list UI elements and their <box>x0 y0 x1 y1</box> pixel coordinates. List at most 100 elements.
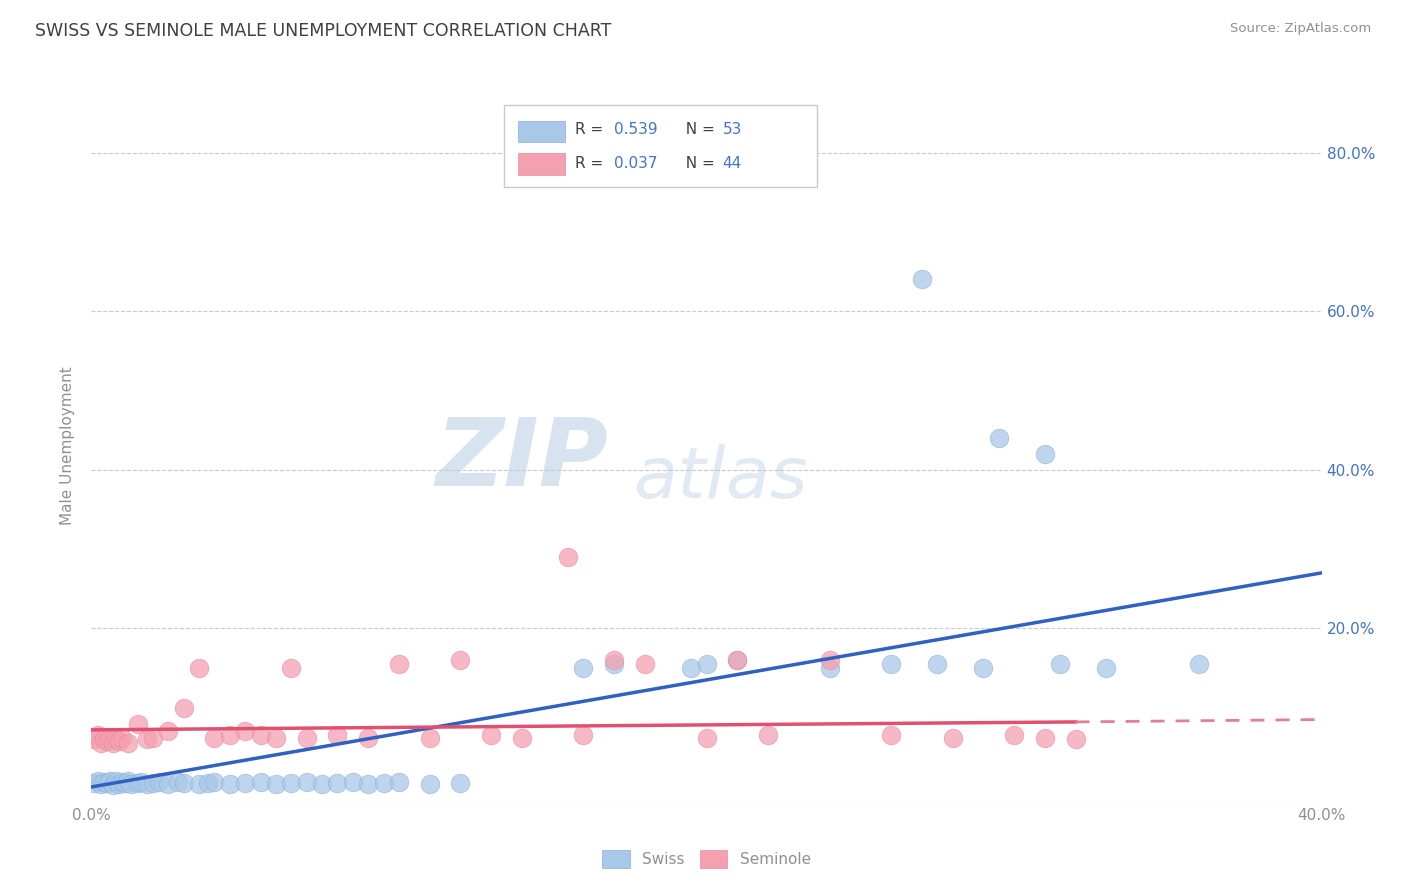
Point <box>98 774 121 789</box>
Point <box>86 773 108 788</box>
Point <box>295 775 318 789</box>
Point <box>725 653 748 667</box>
Point <box>572 728 595 742</box>
Point <box>1002 728 1025 742</box>
Text: N =: N = <box>676 121 720 136</box>
Point <box>419 777 441 791</box>
Point <box>173 700 195 714</box>
Point <box>188 661 211 675</box>
Point <box>942 731 965 745</box>
Point <box>756 728 779 742</box>
Point <box>83 732 105 747</box>
Point <box>603 657 626 671</box>
Point <box>634 657 657 671</box>
Point <box>987 431 1010 445</box>
Point <box>233 776 256 790</box>
Point <box>603 653 626 667</box>
Point <box>86 728 108 742</box>
Point <box>96 734 118 748</box>
Bar <box>519 120 565 142</box>
Point <box>142 776 165 790</box>
Point <box>96 776 118 790</box>
Text: ZIP: ZIP <box>436 414 607 507</box>
Point <box>111 775 134 789</box>
Point <box>93 732 115 747</box>
Point <box>510 731 533 745</box>
Point <box>1064 732 1087 747</box>
Point <box>972 661 994 675</box>
Point <box>880 728 903 742</box>
Point <box>157 777 180 791</box>
Point <box>117 774 139 789</box>
Point <box>249 728 271 742</box>
Point <box>557 549 579 564</box>
Text: R =: R = <box>575 156 607 171</box>
Point <box>326 776 349 790</box>
Point <box>83 776 105 790</box>
Point <box>90 736 112 750</box>
Point <box>696 731 718 745</box>
Point <box>90 777 112 791</box>
Point <box>218 777 240 791</box>
Point <box>142 731 165 745</box>
Point <box>157 724 180 739</box>
Point <box>725 653 748 667</box>
Point <box>111 731 134 745</box>
Bar <box>503 105 817 187</box>
Point <box>357 731 380 745</box>
Point <box>927 657 949 671</box>
Point <box>98 731 121 745</box>
Text: 53: 53 <box>723 121 742 136</box>
Point <box>326 728 349 742</box>
Point <box>202 731 225 745</box>
Point <box>173 776 195 790</box>
Point <box>681 661 703 675</box>
Point <box>880 657 903 671</box>
Point <box>818 653 841 667</box>
Point <box>373 776 395 790</box>
Point <box>114 776 136 790</box>
Point <box>233 724 256 739</box>
Point <box>911 272 934 286</box>
Point <box>419 731 441 745</box>
Point <box>129 775 152 789</box>
Point <box>117 736 139 750</box>
Point <box>202 775 225 789</box>
Point <box>449 776 471 790</box>
Point <box>1095 661 1118 675</box>
Point <box>101 736 124 750</box>
Point <box>120 777 142 791</box>
Point <box>101 778 124 792</box>
Point <box>280 661 302 675</box>
Point <box>295 731 318 745</box>
Point <box>188 777 211 791</box>
Point <box>696 657 718 671</box>
Point <box>1033 731 1056 745</box>
Point <box>1187 657 1209 671</box>
Text: R =: R = <box>575 121 607 136</box>
Point <box>357 777 380 791</box>
Point <box>388 657 411 671</box>
Point <box>218 728 240 742</box>
Y-axis label: Male Unemployment: Male Unemployment <box>60 367 76 525</box>
Point <box>311 777 333 791</box>
Point <box>105 773 127 788</box>
Bar <box>519 153 565 175</box>
Legend: Swiss, Seminole: Swiss, Seminole <box>596 844 817 873</box>
Text: Source: ZipAtlas.com: Source: ZipAtlas.com <box>1230 22 1371 36</box>
Point <box>135 777 157 791</box>
Point <box>342 775 364 789</box>
Text: 0.037: 0.037 <box>614 156 658 171</box>
Point <box>264 731 287 745</box>
Text: 44: 44 <box>723 156 742 171</box>
Point <box>108 734 131 748</box>
Point <box>264 777 287 791</box>
Point <box>127 776 149 790</box>
Point <box>108 777 131 791</box>
Point <box>105 732 127 747</box>
Point <box>449 653 471 667</box>
Text: atlas: atlas <box>633 443 807 513</box>
Text: 0.539: 0.539 <box>614 121 658 136</box>
Point <box>249 775 271 789</box>
Point <box>197 776 219 790</box>
